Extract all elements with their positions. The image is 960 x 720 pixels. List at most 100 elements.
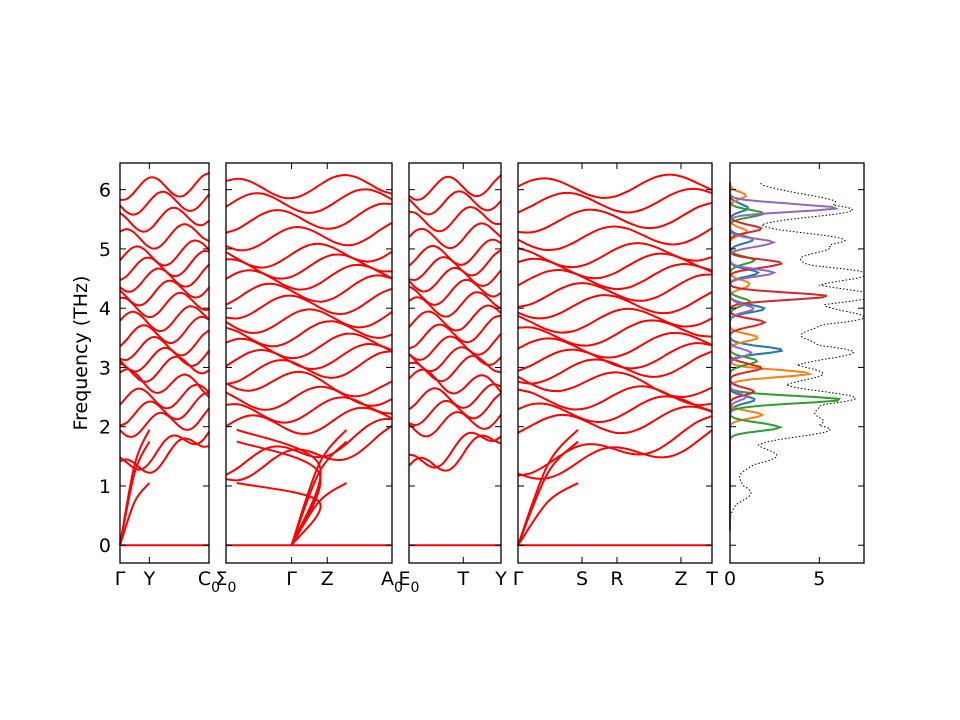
phonon-band [408, 222, 502, 250]
y-tick-label: 4 [99, 298, 111, 320]
phonon-band [517, 273, 713, 308]
phonon-band [119, 291, 210, 319]
phonon-band [119, 407, 210, 438]
phonon-band [119, 315, 210, 348]
phonon-band [517, 385, 713, 411]
phonon-band [119, 329, 210, 362]
acoustic-branch [119, 429, 151, 546]
phonon-band [408, 314, 502, 350]
phonon-band [517, 350, 713, 385]
phonon-band [225, 332, 393, 360]
band-panel-1 [119, 162, 210, 564]
phonon-band [225, 396, 393, 424]
x-tick-label: Z [321, 568, 334, 590]
phonon-band [225, 202, 393, 234]
band-panel-3 [408, 162, 502, 564]
phonon-band [225, 253, 393, 280]
phonon-band [119, 383, 210, 410]
phonon-band [517, 291, 713, 320]
acoustic-branch [517, 482, 579, 546]
phonon-band [225, 221, 393, 252]
phonon-band [119, 279, 210, 307]
phonon-band [408, 266, 502, 293]
x-tick-label: Γ [115, 568, 126, 590]
phonon-band [517, 371, 713, 398]
phonon-band [517, 187, 713, 214]
y-tick-label: 0 [99, 535, 111, 557]
phonon-band [225, 385, 393, 411]
y-tick-label: 5 [99, 239, 111, 261]
phonon-band [225, 320, 393, 348]
band-panel-frame [517, 162, 713, 564]
phonon-band [517, 242, 713, 269]
band-panel-4 [517, 162, 713, 564]
x-tick-label: S [576, 568, 588, 590]
x-tick-label: T [705, 568, 718, 590]
phonon-band [517, 252, 713, 280]
phonon-band [119, 239, 210, 267]
phonon-band [119, 431, 210, 471]
y-tick-label: 2 [99, 417, 111, 439]
phonon-band [408, 411, 502, 438]
x-tick-label: Z [674, 568, 687, 590]
phonon-band [517, 429, 713, 480]
dos-x-tick-label: 0 [724, 568, 736, 590]
phonon-band [517, 201, 713, 234]
acoustic-branch [290, 482, 347, 546]
band-panel-2 [225, 162, 393, 564]
phonon-band [225, 263, 393, 291]
phonon-band [408, 392, 502, 427]
phonon-band [119, 305, 210, 333]
band-panel-frame [119, 162, 210, 564]
partial-dos-curve-5 [728, 182, 840, 531]
phonon-band [225, 308, 393, 334]
phonon-band [225, 342, 393, 370]
x-tick-label: E0 [399, 568, 420, 596]
dos-x-tick-label: 5 [813, 568, 825, 590]
phonon-band [517, 319, 713, 347]
acoustic-branch [119, 482, 151, 546]
x-tick-label: R [610, 568, 623, 590]
phonon-band [408, 434, 502, 472]
acoustic-branch [517, 429, 579, 546]
phonon-band [517, 173, 713, 199]
phonon-band [225, 287, 393, 320]
phonon-band [408, 304, 502, 332]
band-panel-frame [225, 162, 393, 564]
x-tick-label: Y [143, 568, 156, 590]
y-tick-label: 1 [99, 476, 111, 498]
phonon-band [119, 172, 210, 201]
phonon-band [408, 238, 502, 267]
phonon-band [517, 395, 713, 423]
phonon-band [517, 262, 713, 291]
phonon-band [408, 368, 502, 395]
phonon-band [408, 249, 502, 281]
phonon-band [408, 278, 502, 306]
band-panel-frame [408, 162, 502, 564]
dos-panel-frame [729, 162, 865, 564]
phonon-band [408, 431, 502, 469]
phonon-band [517, 405, 713, 435]
phonon-band [225, 417, 393, 476]
phonon-band [517, 331, 713, 359]
x-tick-label: T [456, 568, 469, 590]
phonon-band [408, 346, 502, 373]
phonon-band [225, 242, 393, 269]
total-dos-curve [729, 181, 865, 531]
phonon-band [119, 250, 210, 282]
phonon-band [225, 370, 393, 398]
phonon-band [517, 225, 713, 252]
phonon-band [517, 342, 713, 372]
y-axis-label: Frequency (THz) [70, 276, 92, 431]
phonon-band [408, 206, 502, 233]
phonon-band [408, 190, 502, 216]
phonon-band [517, 307, 713, 334]
phonon-band [408, 174, 502, 201]
x-tick-label: A0 [381, 568, 403, 596]
y-tick-label: 3 [99, 357, 111, 379]
phonon-band [225, 406, 393, 435]
phonon-band [119, 346, 210, 373]
x-tick-label: Γ [286, 568, 297, 590]
